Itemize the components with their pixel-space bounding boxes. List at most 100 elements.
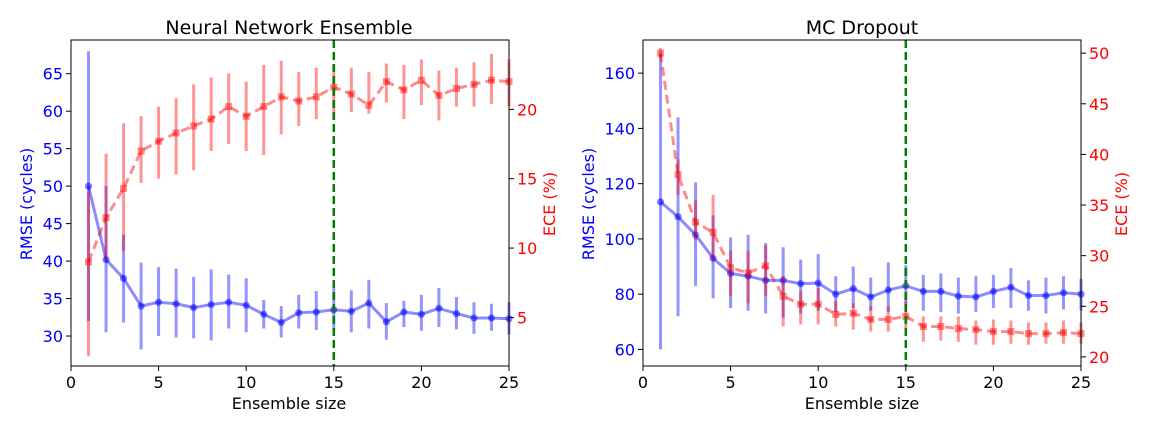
x-tick-label: 0: [638, 373, 648, 392]
chart-title: Neural Network Ensemble: [165, 17, 412, 39]
data-point: [1024, 291, 1033, 300]
y-tick-label: 40: [1089, 145, 1109, 164]
data-point: [400, 86, 408, 94]
data-point: [452, 309, 461, 318]
y-tick-label: 160: [604, 64, 635, 83]
data-point: [84, 182, 93, 190]
data-point: [797, 300, 805, 308]
data-point: [277, 318, 285, 327]
series-ece: [657, 48, 1085, 345]
data-point: [207, 300, 215, 309]
data-point: [779, 276, 787, 284]
y-tick-label: 45: [43, 215, 63, 234]
data-point: [330, 83, 338, 91]
data-point: [849, 309, 857, 317]
data-point: [954, 292, 962, 300]
y-tick-label: 55: [43, 140, 63, 159]
data-point: [674, 171, 682, 179]
data-point: [102, 214, 110, 222]
chart-panel-nn-ensemble: Neural Network Ensemble Ensemble size RM…: [17, 17, 559, 413]
data-point: [382, 78, 390, 86]
data-point: [382, 318, 390, 326]
data-point: [954, 325, 962, 333]
x-tick-label: 10: [236, 373, 256, 392]
x-tick-label: 15: [324, 373, 344, 392]
y-tick-label: 20: [517, 100, 537, 119]
y-tick-label: 100: [604, 230, 635, 249]
data-point: [657, 49, 665, 57]
data-point: [225, 103, 233, 111]
data-point: [692, 218, 700, 226]
data-point: [260, 103, 268, 111]
data-point: [312, 93, 320, 101]
data-point: [709, 254, 717, 262]
data-point: [797, 280, 805, 288]
y-axis-label-right: ECE (%): [540, 172, 559, 236]
x-tick-label: 25: [1071, 373, 1091, 392]
x-axis-label: Ensemble size: [232, 394, 347, 413]
data-point: [470, 80, 478, 88]
y-tick-label: 10: [517, 239, 537, 258]
data-point: [470, 314, 478, 322]
data-point: [365, 101, 373, 109]
data-point: [1042, 330, 1050, 338]
y-tick-label: 120: [604, 175, 635, 194]
data-point: [937, 323, 945, 331]
x-tick-label: 0: [66, 373, 76, 392]
x-axis-ticks: 0 5 10 15 20 25: [638, 366, 1091, 392]
data-point: [691, 231, 700, 239]
data-point: [1007, 283, 1015, 291]
y-tick-label: 5: [517, 308, 527, 327]
y-tick-label: 80: [615, 285, 635, 304]
y-tick-label: 40: [43, 252, 63, 271]
data-point: [172, 129, 180, 137]
data-point: [727, 269, 735, 278]
y-tick-label: 30: [43, 327, 63, 346]
data-point: [119, 274, 128, 282]
data-point: [1059, 329, 1067, 337]
data-point: [814, 300, 822, 308]
data-point: [137, 302, 145, 310]
x-tick-label: 10: [808, 373, 828, 392]
data-point: [884, 315, 892, 323]
y-tick-label: 20: [1089, 348, 1109, 367]
data-point: [727, 264, 735, 272]
x-axis-label: Ensemble size: [805, 394, 920, 413]
y-axis-right-ticks: 5 10 15 20: [509, 100, 537, 327]
data-point: [674, 213, 682, 221]
plot-area: [70, 39, 513, 367]
data-point: [709, 228, 717, 236]
data-point: [919, 323, 927, 331]
data-point: [762, 276, 770, 284]
data-point: [242, 301, 250, 309]
data-point: [225, 298, 233, 306]
y-tick-label: 50: [43, 177, 63, 196]
y-axis-label-right: ECE (%): [1112, 172, 1131, 236]
data-point: [400, 308, 408, 316]
series-line: [87, 78, 510, 263]
data-point: [762, 262, 770, 270]
y-axis-label-left: RMSE (cycles): [17, 148, 36, 260]
data-point: [487, 76, 495, 84]
x-tick-label: 15: [896, 373, 916, 392]
data-point: [487, 314, 496, 322]
data-point: [1059, 289, 1068, 297]
data-point: [295, 97, 303, 105]
plot-frame: [70, 39, 510, 367]
data-point: [937, 287, 945, 296]
data-point: [417, 76, 425, 84]
x-tick-label: 5: [726, 373, 736, 392]
data-point: [207, 115, 215, 123]
data-point: [155, 298, 163, 306]
data-point: [102, 255, 110, 264]
data-point: [242, 112, 250, 120]
data-point: [190, 122, 198, 130]
data-point: [849, 285, 857, 293]
y-tick-label: 60: [615, 340, 635, 359]
data-point: [919, 287, 927, 296]
y-axis-left-ticks: 30 35 40 45 50 55 60 65: [43, 65, 71, 346]
data-point: [989, 328, 997, 336]
x-tick-label: 20: [983, 373, 1003, 392]
y-axis-right-ticks: 20 25 30 35 40 45 50: [1081, 44, 1109, 367]
